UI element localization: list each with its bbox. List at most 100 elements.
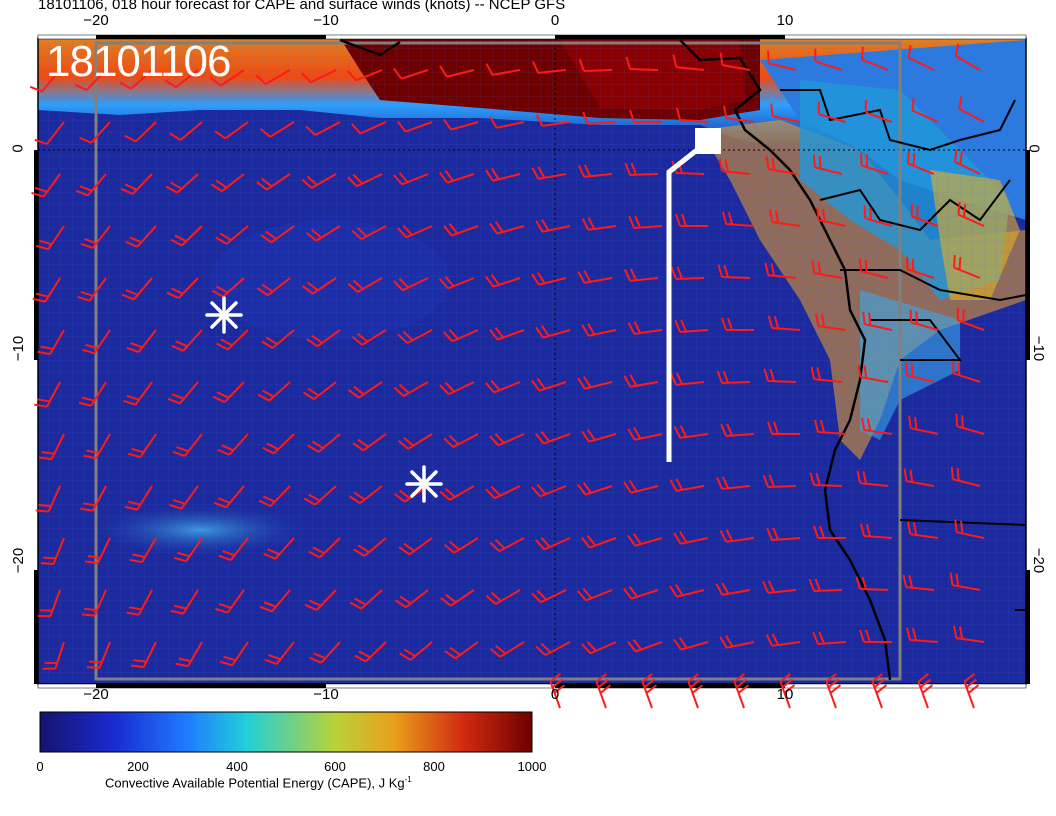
wind-barb — [720, 423, 755, 437]
colorbar-tick: 600 — [324, 759, 346, 774]
wind-barb — [78, 381, 107, 407]
wind-barb — [628, 215, 663, 229]
wind-barb — [81, 329, 111, 355]
wind-barb — [347, 69, 383, 82]
wind-barb — [348, 485, 383, 505]
wind-barb — [627, 533, 663, 547]
wind-barb — [214, 121, 249, 140]
wind-barb — [860, 152, 889, 175]
wind-barb — [949, 572, 981, 591]
wind-barbs — [29, 43, 985, 709]
wind-barb — [768, 209, 801, 227]
wind-barb — [535, 219, 571, 233]
wind-barb — [762, 474, 797, 488]
wind-barb — [125, 225, 157, 248]
colorbar-tick: 0 — [36, 759, 44, 774]
wind-barb — [765, 633, 801, 647]
wind-barb — [909, 309, 939, 331]
wind-barb — [215, 589, 245, 614]
colorbar — [39, 711, 533, 753]
wind-barb — [952, 360, 981, 383]
wind-barb — [170, 589, 199, 615]
wind-barb — [256, 277, 291, 297]
wind-barb — [124, 485, 153, 511]
wind-barb — [955, 413, 985, 435]
wind-barb — [167, 381, 199, 405]
wind-barb — [218, 537, 249, 562]
wind-barb — [302, 381, 337, 401]
wind-barb — [860, 417, 893, 435]
wind-barb — [347, 173, 383, 188]
wind-barb — [126, 329, 157, 354]
wind-barb — [397, 121, 433, 133]
wind-barb — [34, 381, 61, 408]
lon-tick-top: −20 — [83, 12, 109, 29]
wind-barb — [29, 69, 61, 93]
wind-barb — [578, 58, 613, 72]
wind-barb — [908, 415, 939, 435]
wind-barb — [309, 641, 341, 664]
wind-barb — [489, 432, 525, 447]
lon-tick-bottom: 0 — [550, 686, 560, 703]
wind-barb — [871, 673, 888, 709]
wind-barb — [261, 329, 295, 349]
wind-barb — [74, 69, 107, 92]
wind-barb — [439, 65, 475, 78]
wind-barb — [675, 107, 709, 123]
wind-barb — [394, 589, 429, 609]
wind-barb — [393, 171, 429, 186]
wind-barb — [443, 433, 479, 449]
wind-barb — [549, 673, 566, 709]
wind-barb — [126, 589, 153, 616]
wind-barb — [303, 485, 337, 506]
wind-barb — [582, 111, 617, 125]
wind-barb — [485, 168, 521, 182]
map-frame — [37, 37, 1027, 685]
wind-barb — [173, 537, 203, 563]
wind-barb — [397, 329, 433, 345]
lon-tick-top: −10 — [313, 12, 339, 29]
wind-barb — [393, 67, 429, 80]
wind-barb — [577, 482, 613, 496]
wind-barb — [811, 260, 843, 279]
wind-barb — [718, 158, 751, 175]
wind-barb — [952, 625, 985, 643]
wind-barb — [262, 433, 295, 455]
wind-barb — [210, 173, 245, 193]
wind-barb — [764, 262, 797, 279]
wind-barb — [217, 433, 249, 456]
wind-barb — [716, 370, 751, 384]
wind-barb — [863, 205, 893, 227]
wind-barb — [531, 272, 567, 286]
lon-tick-bottom: −10 — [313, 686, 339, 703]
wind-barb — [39, 433, 65, 461]
wind-barb — [765, 156, 797, 175]
wind-barb — [397, 433, 433, 450]
wind-barb — [859, 523, 893, 539]
wind-barb — [641, 673, 658, 709]
wind-barb — [531, 483, 567, 498]
wind-barb — [353, 537, 387, 557]
wind-barb — [953, 254, 981, 279]
wind-barb — [907, 150, 935, 175]
wind-barb — [121, 277, 153, 301]
wind-barb — [485, 589, 521, 605]
wind-barb — [440, 589, 475, 607]
wind-barb — [581, 429, 617, 443]
wind-barb — [623, 480, 659, 494]
wind-barb — [957, 201, 985, 227]
wind-barb — [443, 328, 479, 343]
wind-barb — [75, 173, 107, 197]
forecast-timestamp-label: 18101106 — [46, 37, 231, 86]
wind-barb — [581, 640, 617, 655]
wind-barb — [397, 224, 433, 239]
lat-tick-left: 0 — [9, 144, 27, 153]
wind-barb — [855, 576, 889, 591]
wind-barb — [77, 277, 107, 302]
wind-barb — [817, 101, 847, 123]
lon-tick-bottom: −20 — [83, 686, 109, 703]
wind-barb — [349, 589, 383, 610]
wind-barb — [719, 635, 755, 649]
wind-barb — [535, 325, 571, 339]
wind-barb — [825, 673, 842, 709]
